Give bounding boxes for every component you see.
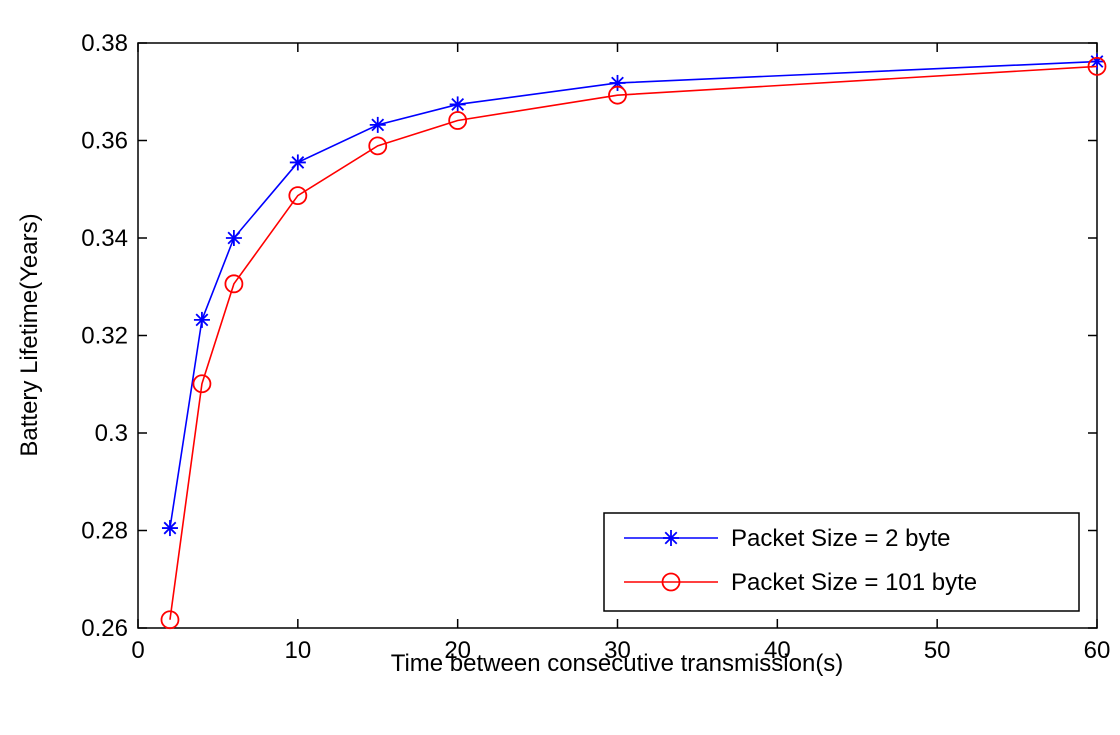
legend-label: Packet Size = 2 byte [731,525,950,552]
y-tick-label: 0.28 [81,518,128,545]
series-line [169,60,1098,529]
x-tick-labels: 0 10 20 30 40 50 60 [131,637,1110,664]
x-tick-label: 50 [924,637,951,664]
x-tick-label: 10 [284,637,311,664]
y-tick-labels: 0.26 0.28 0.3 0.32 0.34 0.36 0.38 [81,30,128,642]
y-tick-label: 0.34 [81,225,128,252]
data-point [192,374,212,394]
x-tick-label: 60 [1084,637,1111,664]
axis-ticks [137,42,1098,629]
data-point [225,230,242,246]
legend: Packet Size = 2 byte Packet Size = 101 by… [603,512,1080,612]
y-tick-label: 0.32 [81,323,128,350]
series-line [169,65,1098,620]
y-tick-label: 0.38 [81,30,128,57]
x-tick-label: 20 [444,637,471,664]
data-point [288,186,308,205]
x-tick-label: 0 [131,637,144,664]
y-tick-label: 0.36 [81,128,128,155]
data-point [289,154,306,171]
y-tick-label: 0.26 [81,615,128,642]
data-point [193,311,210,328]
x-axis-label: Time between consecutive transmission(s) [391,650,844,677]
data-point [224,274,244,294]
legend-label: Packet Size = 101 byte [731,569,977,596]
data-point [449,96,466,113]
legend-marker [661,572,681,592]
data-point [448,111,468,130]
data-point [368,136,388,156]
y-axis-label: Battery Lifetime(Years) [16,213,43,456]
data-point [161,520,178,537]
x-tick-label: 30 [604,637,631,664]
legend-box [603,512,1080,612]
data-point [1087,57,1107,76]
data-point [608,85,627,105]
data-point [160,610,180,630]
y-tick-label: 0.3 [95,420,128,447]
legend-marker [663,530,679,546]
x-tick-label: 40 [764,637,791,664]
legend-entries: Packet Size = 2 byte Packet Size = 101 by… [624,525,977,596]
data-point [369,116,386,133]
data-series [160,53,1107,630]
